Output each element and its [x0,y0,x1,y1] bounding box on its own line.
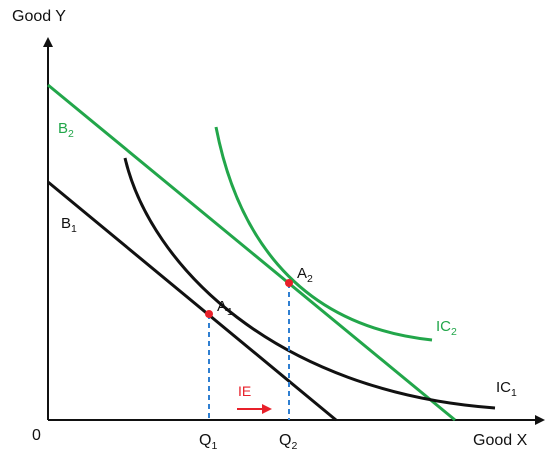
label-a1: A1 [217,298,233,318]
budget-line-b2 [47,83,456,422]
origin-label: 0 [32,427,41,444]
point-a1 [205,310,213,318]
label-ic2: IC2 [436,318,457,338]
label-ic1: IC1 [496,379,517,399]
label-a2: A2 [297,265,313,285]
label-b2: B2 [58,120,74,140]
point-a2 [285,279,293,287]
label-b1: B1 [61,215,77,235]
label-q2: Q2 [279,432,297,452]
effect-label: IE [238,383,251,399]
indifference-curve-ic2 [214,126,433,342]
indifference-curve-ic1 [123,157,496,410]
budget-line-b1 [47,180,337,422]
label-q1: Q1 [199,432,217,452]
x-axis-label: Good X [473,432,528,449]
y-axis-label: Good Y [12,8,66,25]
